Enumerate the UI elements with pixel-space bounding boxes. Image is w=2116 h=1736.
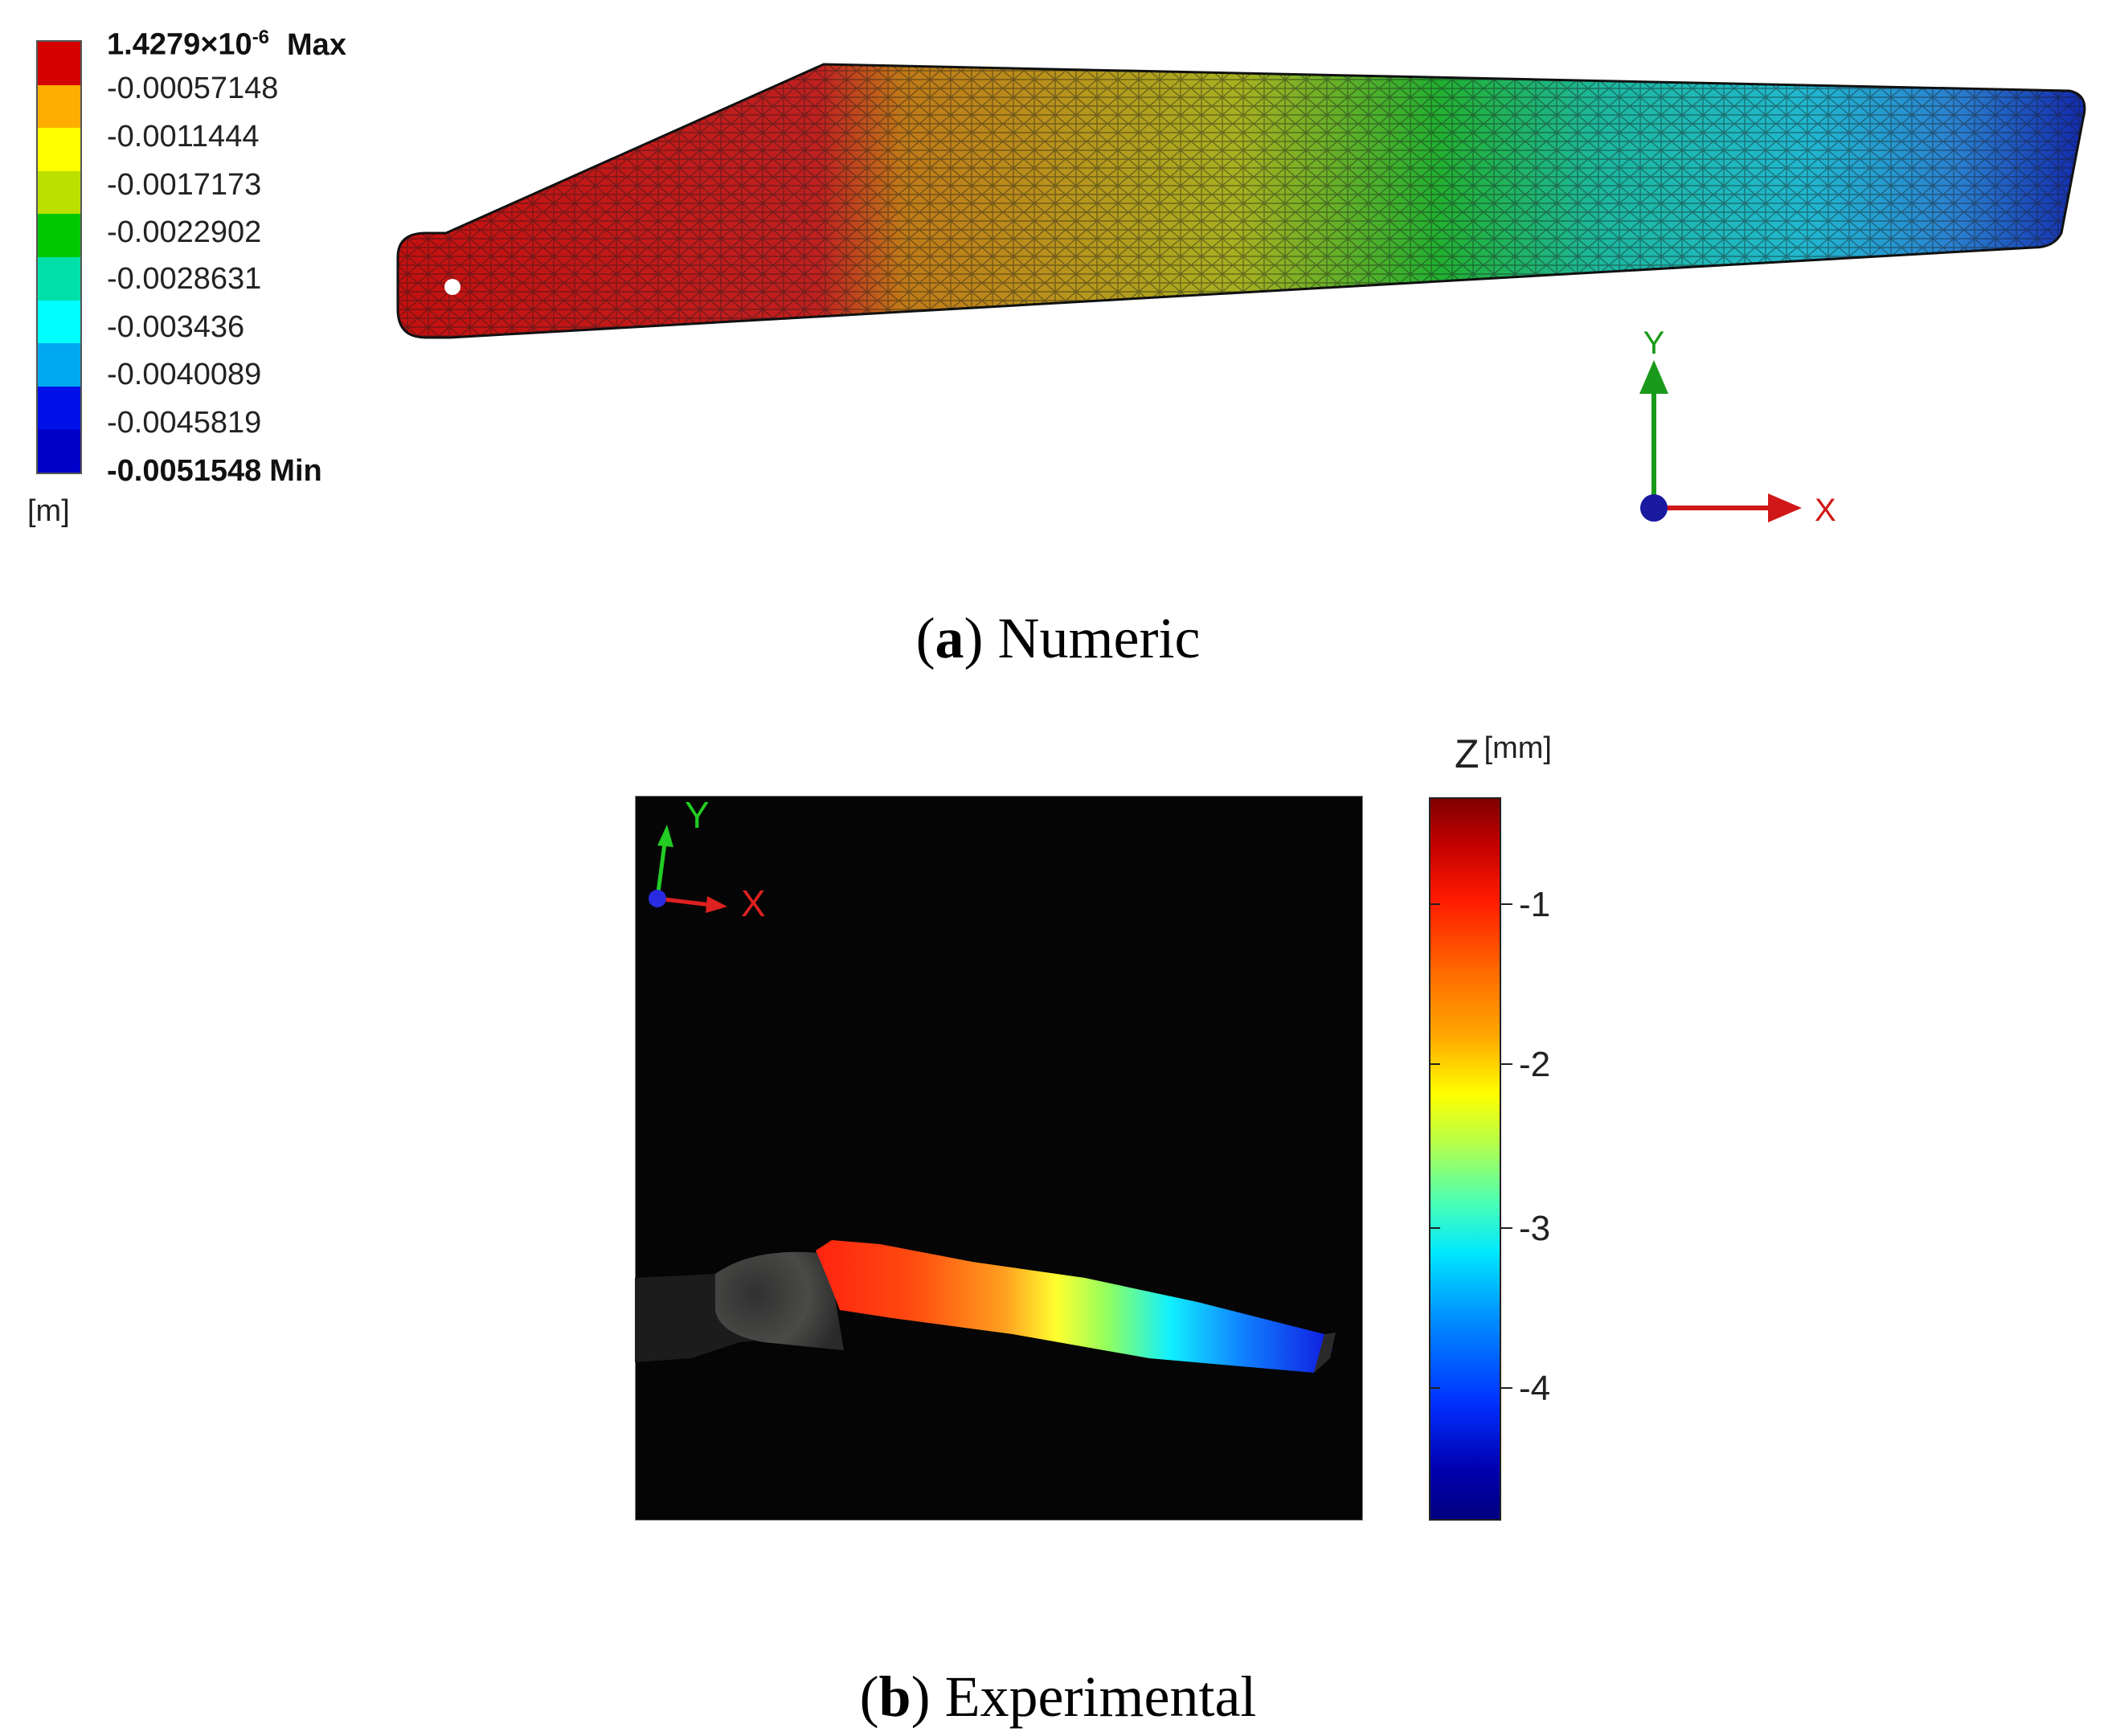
legend-swatch (38, 429, 80, 473)
colorbar-tick (1429, 903, 1440, 905)
colorbar-title: Z [mm] (1455, 731, 1552, 776)
blade-tip (1314, 1333, 1336, 1373)
caption-b: (b) Experimental (859, 1664, 1257, 1729)
colorbar-tick (1429, 1063, 1440, 1065)
legend-label: -0.003436 (107, 310, 245, 344)
image-frame (635, 796, 1363, 1521)
colorbar-tick (1501, 903, 1512, 905)
legend-swatch (38, 256, 80, 301)
legend-label: -0.0028631 (107, 262, 262, 296)
y-axis-arrowhead (657, 825, 673, 847)
x-axis-arrow (657, 896, 712, 907)
colorbar (1429, 797, 1501, 1521)
colorbar-tick (1501, 1063, 1512, 1065)
experimental-image: Y X (635, 796, 1363, 1521)
colorbar-tick-label: -1 (1519, 885, 1551, 924)
colorbar-tick-label: -2 (1519, 1045, 1551, 1084)
origin-marker (649, 890, 666, 907)
legend-label: -0.0011444 (107, 120, 260, 154)
legend-swatch (38, 386, 80, 430)
legend-min-label: -0.0051548 Min (107, 454, 322, 488)
legend-label: -0.00057148 (107, 72, 279, 105)
y-axis-label: Y (1643, 326, 1665, 361)
x-axis-label: X (1815, 493, 1836, 528)
legend-unit: [m] (27, 494, 70, 528)
y-axis-arrow (655, 837, 668, 899)
y-axis-label: Y (685, 796, 710, 836)
legend-label: -0.0022902 (107, 215, 262, 249)
y-axis-arrowhead (1639, 360, 1668, 394)
origin-marker (1640, 494, 1668, 522)
legend-swatch (38, 128, 80, 171)
caption-a: (a) Numeric (915, 606, 1201, 670)
fem-blade-plot: Y X (396, 63, 2086, 528)
colorbar-tick (1501, 1387, 1512, 1389)
colorbar-tick-label: -3 (1519, 1209, 1551, 1248)
legend-swatch (38, 170, 80, 215)
legend-label: -0.0045819 (107, 406, 262, 440)
legend-color-bar (36, 40, 82, 474)
blade-hole (444, 279, 460, 295)
colorbar-tick (1429, 1387, 1440, 1389)
blade-mesh (398, 64, 2085, 338)
blade-displacement-field (816, 1240, 1332, 1373)
colorbar-tick (1501, 1227, 1512, 1229)
colorbar-tick-label: -4 (1519, 1369, 1551, 1408)
colorbar-tick (1429, 1227, 1440, 1229)
legend-swatch (38, 300, 80, 344)
legend-swatch (38, 214, 80, 257)
x-axis-arrowhead (706, 896, 727, 913)
x-axis-arrowhead (1768, 493, 1802, 522)
legend-swatch (38, 84, 80, 129)
blade-outline (396, 63, 2086, 339)
legend-label: -0.0017173 (107, 168, 262, 202)
legend-max-label: 1.4279×10-6 Max (107, 27, 346, 62)
legend-swatch (38, 42, 80, 85)
legend-swatch (38, 343, 80, 387)
blade-root (715, 1251, 844, 1350)
legend-label: -0.0040089 (107, 358, 262, 391)
x-axis-label: X (741, 882, 766, 924)
